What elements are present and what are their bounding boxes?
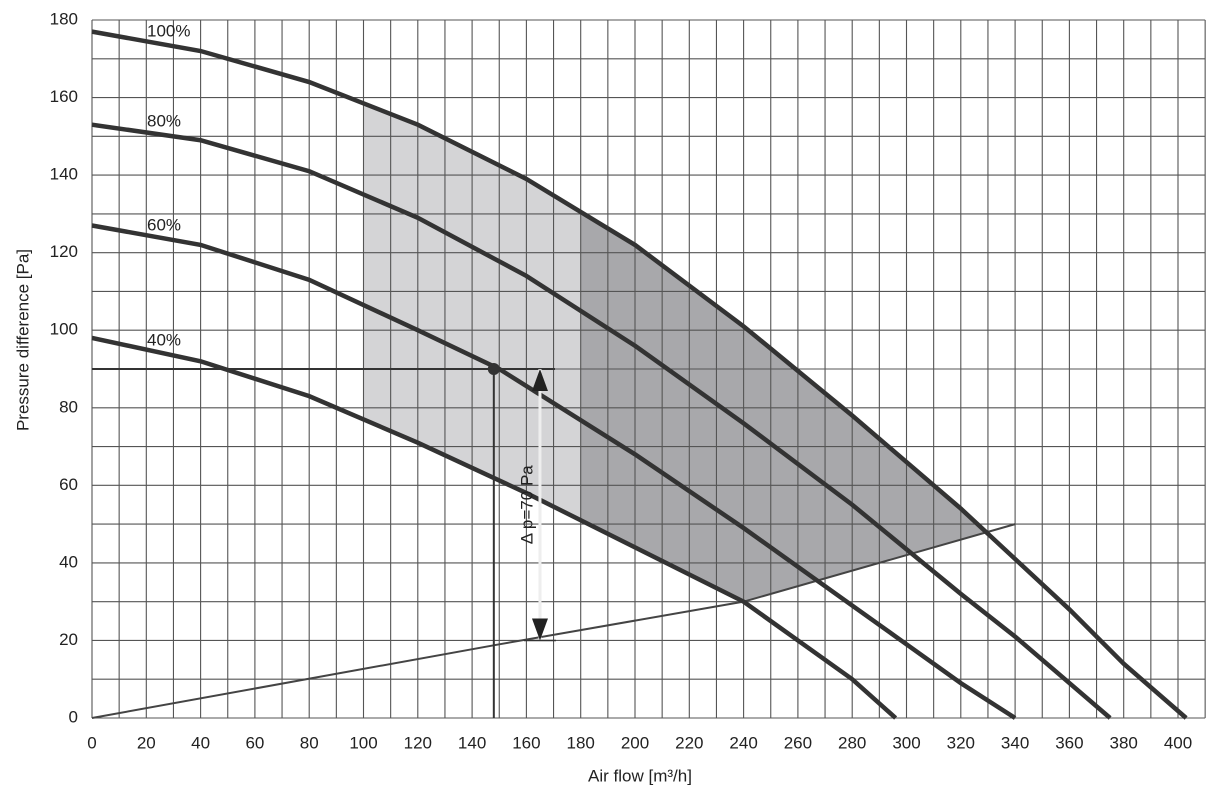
y-tick-label: 80 <box>59 397 78 416</box>
y-axis-title: Pressure difference [Pa] <box>13 249 32 431</box>
x-tick-label: 200 <box>621 733 649 752</box>
curve-label: 100% <box>147 21 190 40</box>
fan-curve <box>91 29 1188 720</box>
x-tick-label: 140 <box>458 733 486 752</box>
y-tick-label: 160 <box>50 87 78 106</box>
system-curve <box>91 523 1016 719</box>
x-axis-title: Air flow [m³/h] <box>588 766 692 785</box>
x-tick-label: 160 <box>512 733 540 752</box>
y-tick-label: 120 <box>50 242 78 261</box>
operating-point <box>487 363 500 375</box>
x-tick-label: 180 <box>567 733 595 752</box>
curve-label: 40% <box>147 331 181 350</box>
fan-curve <box>91 122 1112 720</box>
x-tick-label: 400 <box>1164 733 1192 752</box>
x-tick-label: 360 <box>1055 733 1083 752</box>
x-tick-label: 220 <box>675 733 703 752</box>
operating-region <box>580 211 986 602</box>
x-tick-label: 0 <box>87 733 96 752</box>
x-tick-label: 20 <box>137 733 156 752</box>
x-tick-label: 120 <box>404 733 432 752</box>
y-tick-label: 140 <box>50 165 78 184</box>
x-tick-label: 80 <box>300 733 319 752</box>
x-tick-label: 260 <box>784 733 812 752</box>
y-tick-label: 0 <box>69 707 78 726</box>
curve-label: 60% <box>147 215 181 234</box>
x-tick-label: 380 <box>1110 733 1138 752</box>
arrow-label: Δ p=70 Pa <box>517 465 536 544</box>
x-tick-label: 340 <box>1001 733 1029 752</box>
x-tick-label: 60 <box>245 733 264 752</box>
y-tick-label: 40 <box>59 552 78 571</box>
x-tick-label: 300 <box>892 733 920 752</box>
x-tick-label: 100 <box>349 733 377 752</box>
y-tick-label: 100 <box>50 320 78 339</box>
fan-curve <box>91 223 1017 720</box>
arrow-head <box>531 369 548 391</box>
y-tick-label: 20 <box>59 630 78 649</box>
y-tick-label: 60 <box>59 475 78 494</box>
x-tick-label: 240 <box>729 733 757 752</box>
curve-label: 80% <box>147 112 181 131</box>
arrow-head <box>531 618 548 641</box>
fan-curve <box>91 335 898 720</box>
y-tick-label: 180 <box>50 9 78 28</box>
x-tick-label: 320 <box>947 733 975 752</box>
x-tick-label: 40 <box>191 733 210 752</box>
x-tick-label: 280 <box>838 733 866 752</box>
